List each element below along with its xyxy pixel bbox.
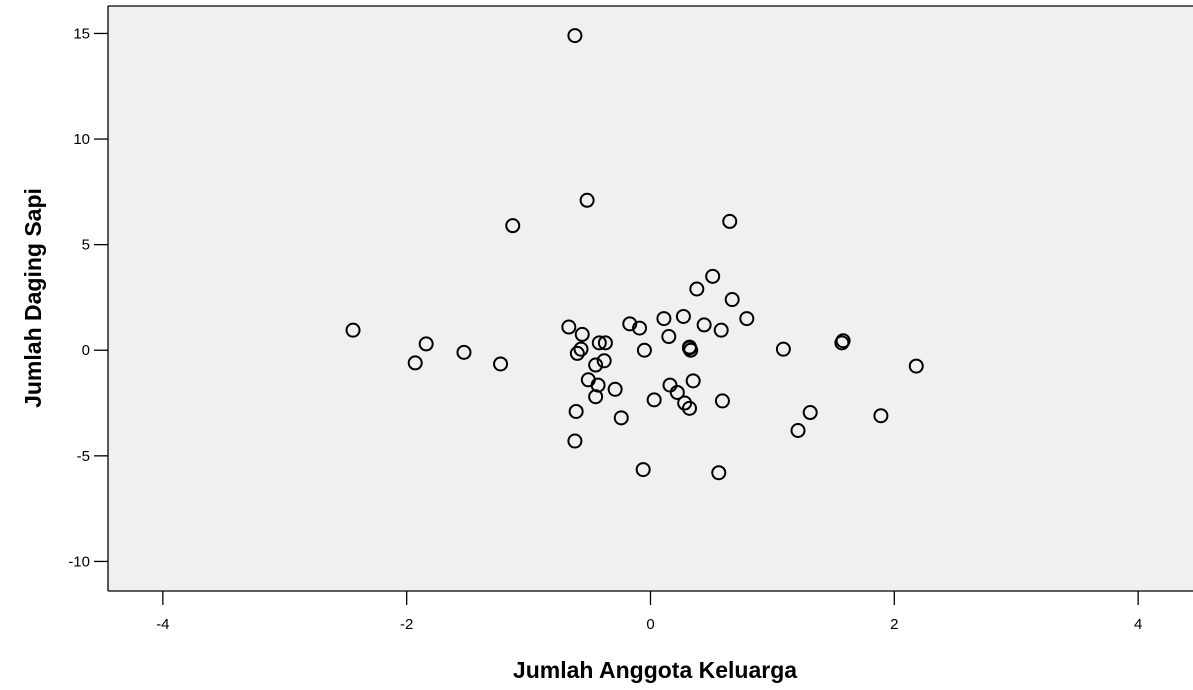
data-point <box>613 410 629 426</box>
data-point <box>775 341 791 357</box>
data-point <box>835 333 851 349</box>
data-point <box>607 381 623 397</box>
y-tick-label: 0 <box>82 342 90 359</box>
y-tick-label: -5 <box>77 448 90 465</box>
data-point <box>873 408 889 424</box>
data-point <box>588 389 604 405</box>
data-point <box>682 400 698 416</box>
data-point <box>561 319 577 335</box>
data-point <box>722 213 738 229</box>
data-point <box>636 342 652 358</box>
data-point <box>705 268 721 284</box>
y-ticks: -10 -5 0 5 10 15 <box>68 25 108 570</box>
data-point <box>724 292 740 308</box>
data-point <box>407 355 423 371</box>
data-point <box>505 218 521 234</box>
data-point <box>591 335 607 351</box>
data-point <box>456 344 472 360</box>
y-tick-label: 15 <box>73 25 90 42</box>
data-point <box>669 384 685 400</box>
data-point <box>646 392 662 408</box>
data-point <box>345 322 361 338</box>
plot-area <box>108 6 1193 591</box>
data-point <box>682 340 698 356</box>
data-point <box>656 311 672 327</box>
data-point <box>713 322 729 338</box>
y-tick-label: 5 <box>82 237 90 254</box>
data-point <box>596 353 612 369</box>
data-point <box>418 336 434 352</box>
x-axis-title: Jumlah Anggota Keluarga <box>513 657 797 683</box>
data-point <box>689 281 705 297</box>
data-point <box>739 311 755 327</box>
data-point <box>573 341 589 357</box>
x-ticks: -4 -2 0 2 4 <box>156 591 1142 633</box>
data-point <box>597 335 613 351</box>
x-tick-label: -4 <box>156 616 169 633</box>
data-point <box>567 28 583 44</box>
data-point <box>908 358 924 374</box>
data-point <box>661 329 677 345</box>
data-point <box>569 345 585 361</box>
data-point <box>790 422 806 438</box>
x-tick-label: 0 <box>646 616 654 633</box>
data-point <box>579 192 595 208</box>
data-point <box>588 357 604 373</box>
data-point <box>675 308 691 324</box>
data-point <box>567 433 583 449</box>
x-tick-label: 2 <box>890 616 898 633</box>
data-point <box>696 317 712 333</box>
x-tick-label: -2 <box>400 616 413 633</box>
y-tick-label: -10 <box>68 553 90 570</box>
data-point <box>493 356 509 372</box>
data-point <box>574 326 590 342</box>
data-point <box>568 403 584 419</box>
data-point <box>635 462 651 478</box>
y-tick-label: 10 <box>73 131 90 148</box>
data-point <box>711 465 727 481</box>
data-point <box>802 405 818 421</box>
x-tick-label: 4 <box>1134 616 1142 633</box>
data-points <box>345 28 924 481</box>
data-point <box>622 316 638 332</box>
data-point <box>632 320 648 336</box>
data-point <box>714 393 730 409</box>
data-point <box>685 373 701 389</box>
y-axis-title: Jumlah Daging Sapi <box>20 188 46 408</box>
